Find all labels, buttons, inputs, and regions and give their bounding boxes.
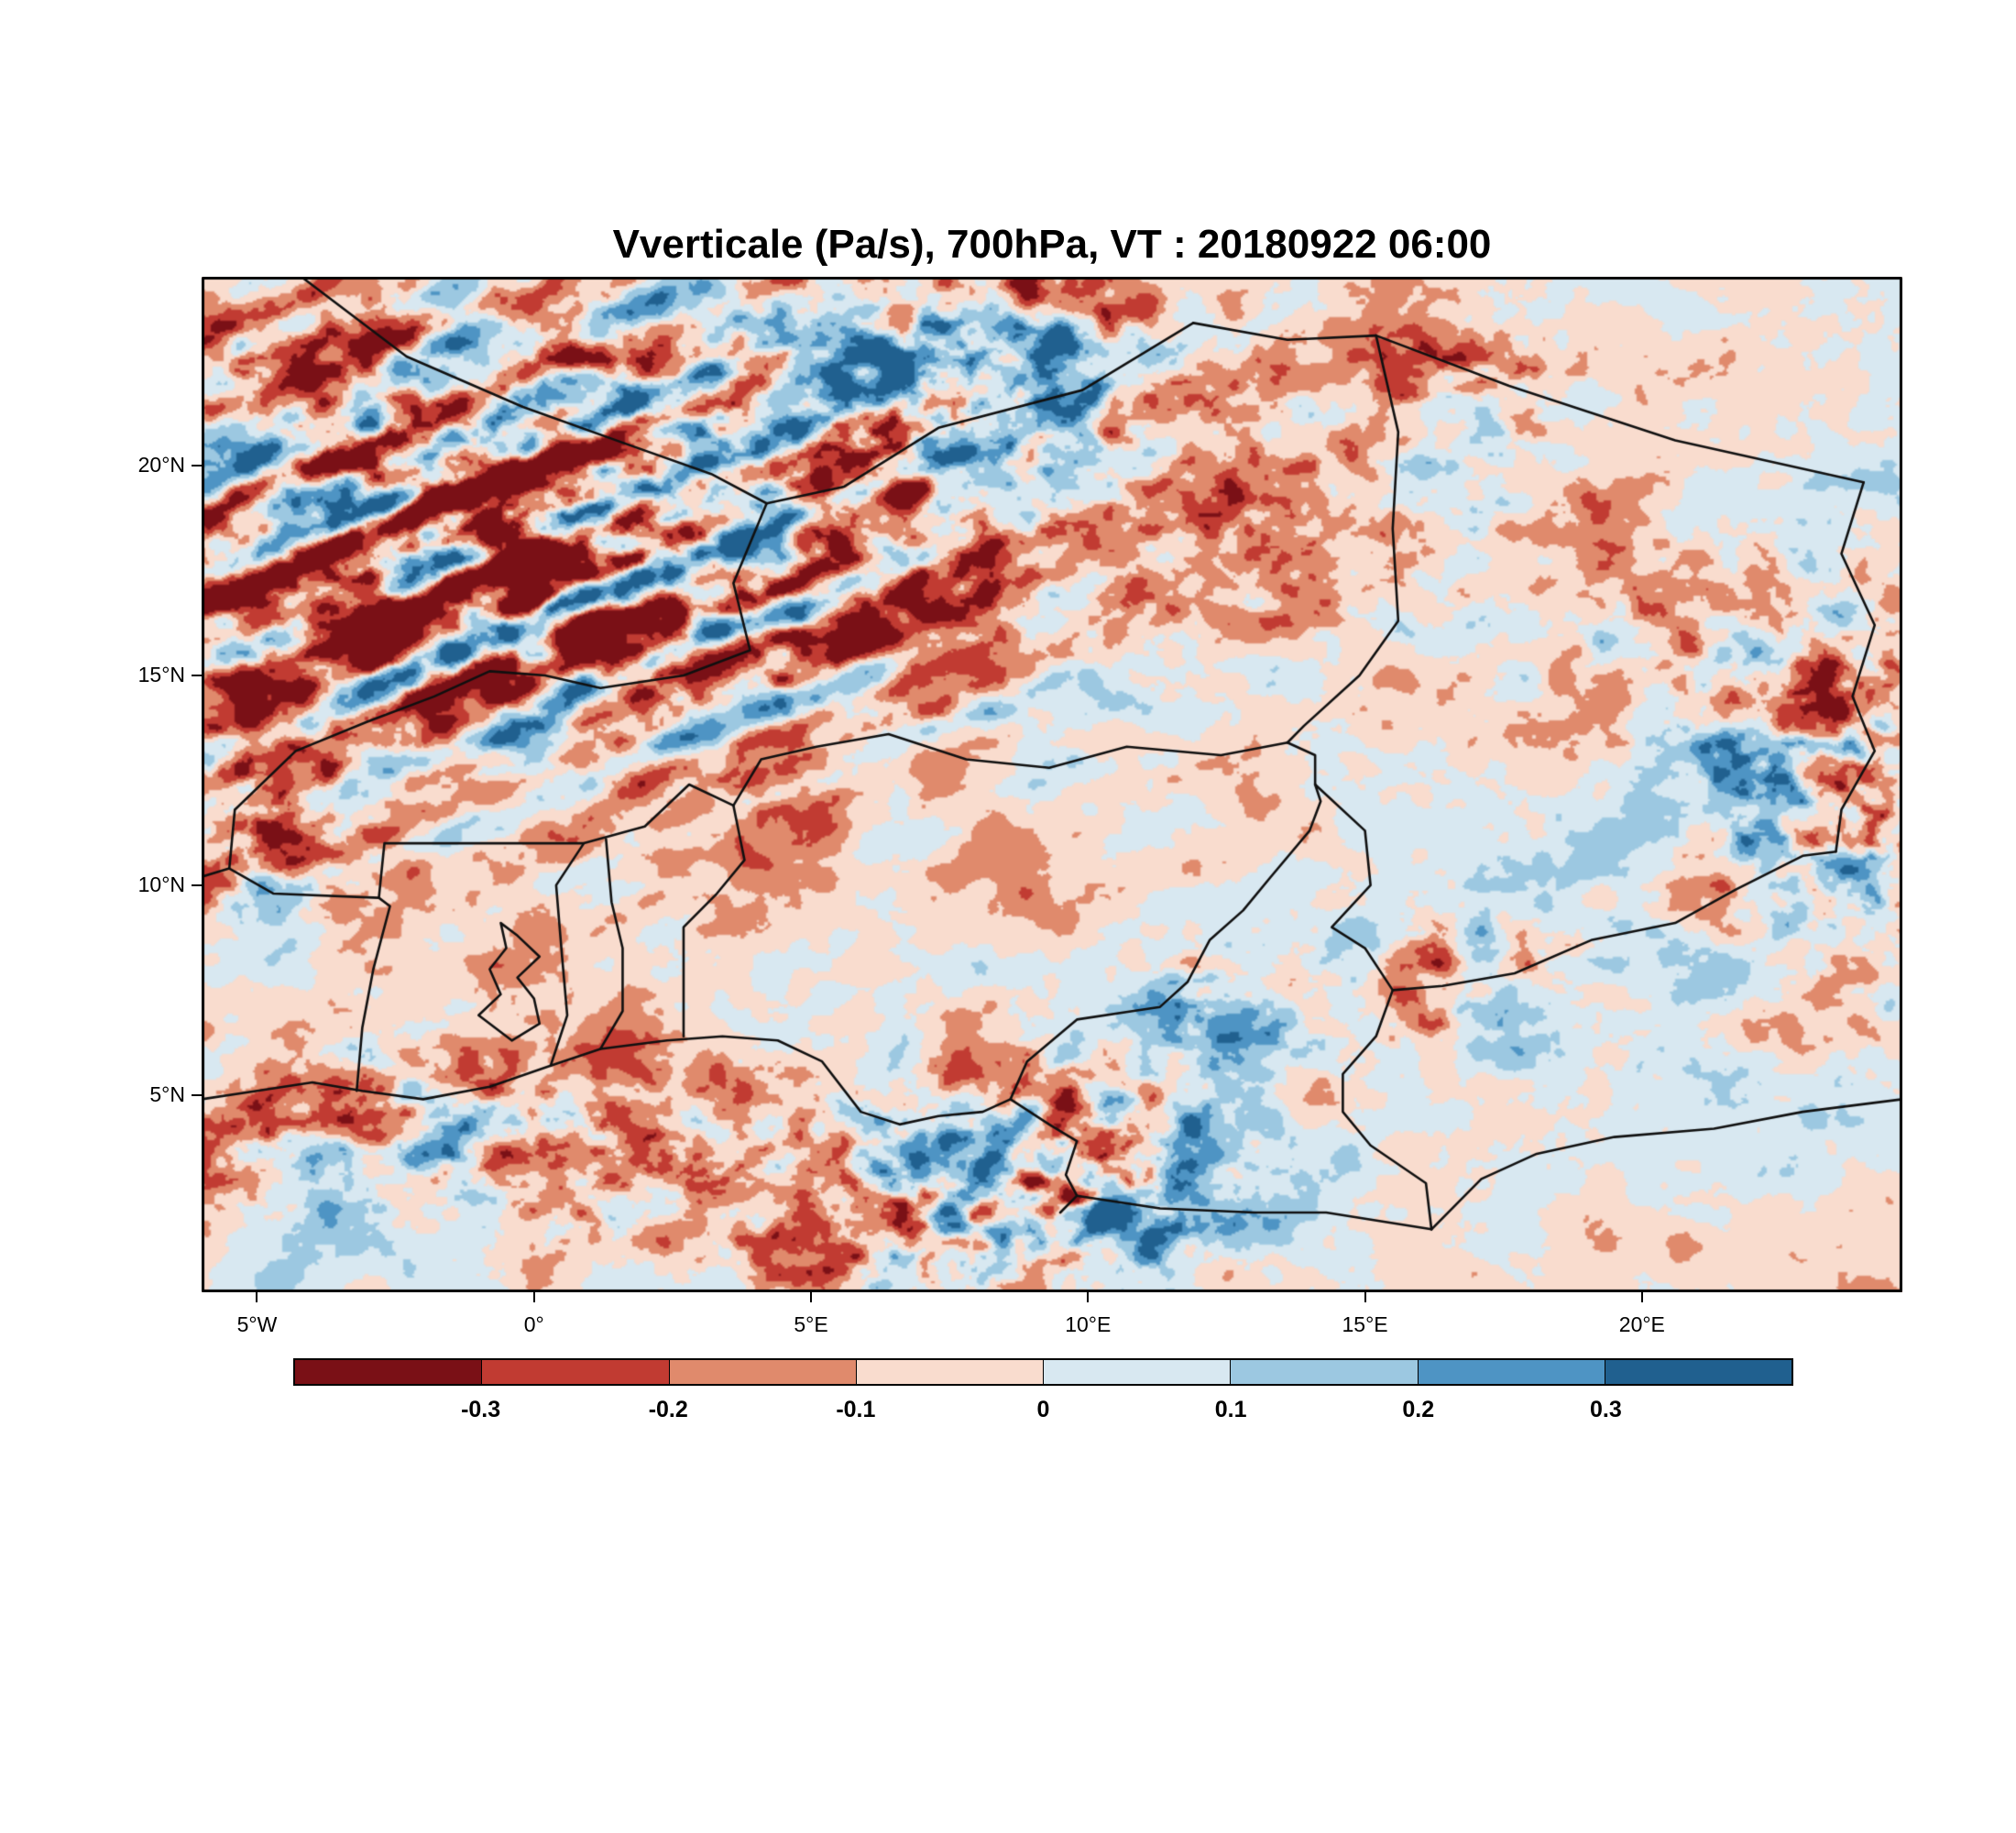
colorbar-segment <box>295 1360 483 1384</box>
x-tick-mark <box>1087 1292 1090 1302</box>
x-tick-mark <box>810 1292 813 1302</box>
chart-title: Vverticale (Pa/s), 700hPa, VT : 20180922… <box>612 222 1492 267</box>
y-tick-label: 10°N <box>137 872 185 896</box>
colorbar <box>293 1358 1793 1386</box>
x-tick-label: 0° <box>523 1312 544 1336</box>
colorbar-segment <box>669 1360 857 1384</box>
colorbar-tick-label: -0.3 <box>461 1397 501 1422</box>
x-tick-label: 5°W <box>236 1312 278 1336</box>
colorbar-tick-label: -0.1 <box>836 1397 876 1422</box>
colorbar-segment <box>1044 1360 1232 1384</box>
y-tick-label: 5°N <box>149 1081 185 1106</box>
x-tick-mark <box>532 1292 535 1302</box>
y-tick-label: 20°N <box>137 453 185 477</box>
colorbar-segment <box>856 1360 1044 1384</box>
y-tick-mark <box>192 674 202 676</box>
x-tick-mark <box>1364 1292 1366 1302</box>
y-tick-label: 15°N <box>137 662 185 686</box>
x-tick-label: 15°E <box>1342 1312 1388 1336</box>
colorbar-tick-label: 0.3 <box>1589 1397 1622 1422</box>
colorbar-tick-label: 0.1 <box>1214 1397 1247 1422</box>
x-tick-label: 5°E <box>794 1312 828 1336</box>
y-tick-mark <box>192 465 202 467</box>
colorbar-segment <box>1605 1360 1791 1384</box>
x-tick-mark <box>1640 1292 1643 1302</box>
vertical-velocity-heatmap <box>202 277 1902 1292</box>
colorbar-segment <box>1418 1360 1605 1384</box>
colorbar-segment <box>482 1360 670 1384</box>
x-tick-label: 20°E <box>1618 1312 1665 1336</box>
colorbar-tick-label: 0 <box>1036 1397 1050 1422</box>
colorbar-tick-label: 0.2 <box>1402 1397 1435 1422</box>
colorbar-segment <box>1231 1360 1419 1384</box>
x-tick-label: 10°E <box>1065 1312 1112 1336</box>
colorbar-tick-label: -0.2 <box>648 1397 688 1422</box>
x-tick-mark <box>256 1292 258 1302</box>
y-tick-mark <box>192 1093 202 1096</box>
y-tick-mark <box>192 884 202 886</box>
